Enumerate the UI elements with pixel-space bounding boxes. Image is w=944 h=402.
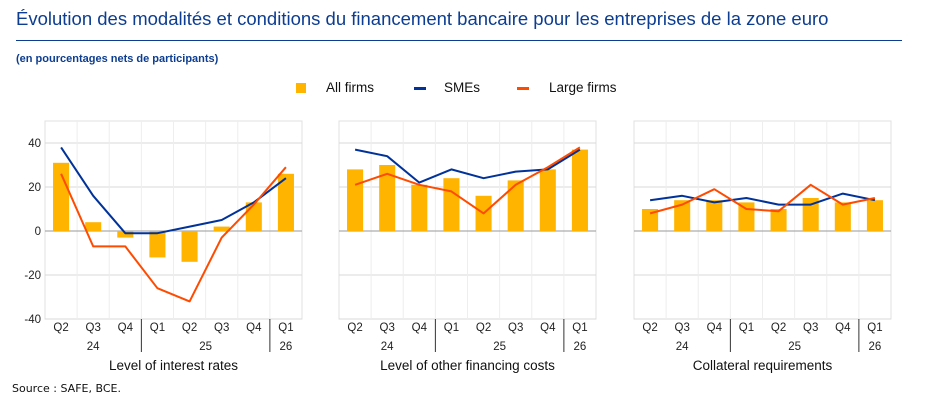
bar-all-firms	[85, 222, 102, 231]
bar-all-firms	[507, 180, 524, 231]
bar-all-firms	[571, 149, 588, 231]
x-tick-label: Q3	[214, 322, 229, 334]
legend-swatch-all-firms	[296, 83, 306, 93]
bar-all-firms	[443, 178, 460, 231]
x-tick-label: Q3	[86, 322, 101, 334]
x-tick-label: Q3	[803, 322, 818, 334]
bar-all-firms	[642, 209, 659, 231]
x-tick-label: Q3	[380, 322, 395, 334]
bar-all-firms	[213, 226, 230, 231]
x-tick-label: Q4	[412, 322, 428, 334]
bar-all-firms	[706, 200, 723, 231]
bar-all-firms	[866, 200, 883, 231]
y-tick-label: -40	[24, 314, 41, 326]
bar-all-firms	[411, 184, 428, 231]
x-tick-label: Q1	[572, 322, 587, 334]
line-large-firms	[354, 146, 581, 215]
x-year-label: 26	[574, 341, 587, 353]
legend-label-all-firms: All firms	[326, 80, 374, 95]
x-tick-label: Q1	[278, 322, 293, 334]
y-tick-label: 40	[28, 138, 41, 150]
line-large-firms	[60, 166, 287, 303]
bar-all-firms	[53, 162, 70, 231]
bar-all-firms	[834, 202, 851, 231]
x-tick-label: Q2	[182, 322, 197, 334]
y-tick-label: 0	[35, 226, 41, 238]
legend-swatch-large-firms	[517, 87, 529, 90]
y-tick-label: 20	[28, 182, 41, 194]
panel3-title: Collateral requirements	[693, 358, 833, 373]
line-smes	[60, 146, 287, 235]
x-tick-label: Q2	[476, 322, 491, 334]
x-year-label: 26	[869, 341, 882, 353]
x-tick-label: Q4	[246, 322, 262, 334]
bar-all-firms	[117, 231, 134, 238]
source-note: Source : SAFE, BCE.	[12, 382, 121, 395]
x-tick-label: Q1	[739, 322, 754, 334]
x-year-label: 26	[280, 341, 293, 353]
bar-all-firms	[277, 173, 294, 231]
bar-all-firms	[245, 202, 262, 231]
x-tick-label: Q4	[118, 322, 134, 334]
x-year-label: 25	[788, 341, 801, 353]
bar-all-firms	[674, 200, 691, 231]
line-smes	[649, 192, 876, 206]
x-year-label: 24	[676, 341, 689, 353]
x-year-label: 24	[381, 341, 394, 353]
bar-all-firms	[181, 231, 198, 262]
bar-all-firms	[802, 198, 819, 231]
chart-title: Évolution des modalités et conditions du…	[16, 8, 829, 29]
x-tick-label: Q3	[508, 322, 523, 334]
bar-all-firms	[149, 231, 166, 258]
legend-label-smes: SMEs	[444, 80, 481, 95]
panel1-title: Level of interest rates	[109, 358, 238, 373]
bar-all-firms	[539, 169, 556, 231]
bar-all-firms	[379, 165, 396, 231]
x-tick-label: Q1	[444, 322, 459, 334]
y-tick-label: -20	[24, 270, 41, 282]
x-tick-label: Q3	[675, 322, 690, 334]
panel2-title: Level of other financing costs	[380, 358, 555, 373]
x-tick-label: Q4	[540, 322, 556, 334]
chart-subtitle: (en pourcentages nets de participants)	[16, 53, 219, 65]
legend: All firms SMEs Large firms	[0, 78, 944, 98]
legend-swatch-smes	[414, 87, 426, 90]
bar-all-firms	[770, 209, 787, 231]
line-large-firms	[649, 183, 876, 215]
title-divider	[16, 40, 902, 41]
x-tick-label: Q4	[707, 322, 723, 334]
x-tick-label: Q2	[347, 322, 362, 334]
x-year-label: 24	[87, 341, 100, 353]
legend-label-large-firms: Large firms	[549, 80, 617, 95]
x-tick-label: Q2	[642, 322, 657, 334]
x-tick-label: Q1	[150, 322, 165, 334]
x-tick-label: Q4	[835, 322, 851, 334]
x-tick-label: Q2	[771, 322, 786, 334]
x-tick-label: Q2	[53, 322, 68, 334]
x-tick-label: Q1	[867, 322, 882, 334]
bar-all-firms	[347, 169, 364, 231]
x-year-label: 25	[493, 341, 506, 353]
x-year-label: 25	[199, 341, 212, 353]
